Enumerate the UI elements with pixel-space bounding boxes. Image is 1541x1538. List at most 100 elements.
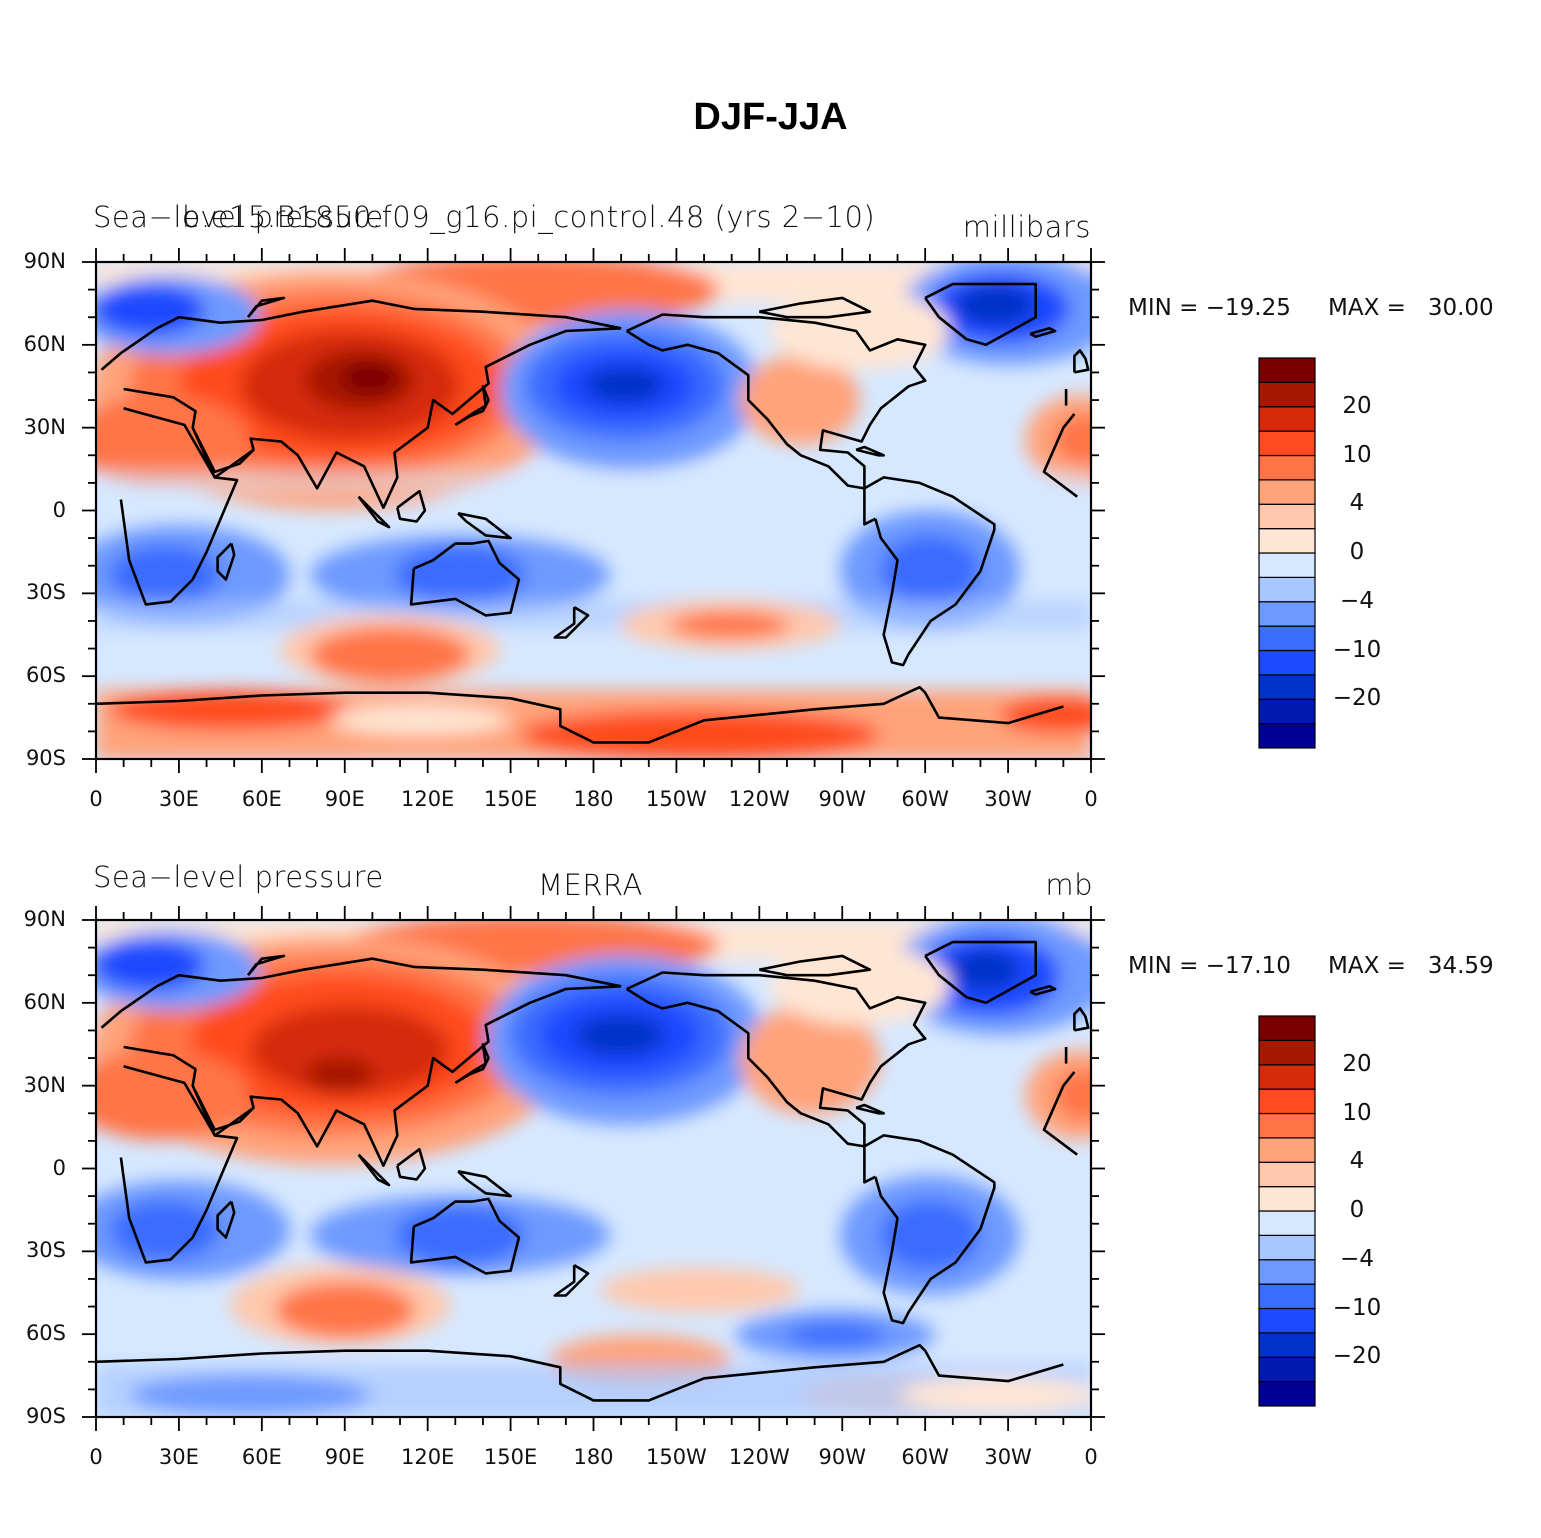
lon-tick-label: 60W [901, 1445, 949, 1469]
colorbar-swatch [1258, 1112, 1316, 1139]
coastline [95, 685, 1064, 744]
coastline [924, 282, 1037, 347]
lon-tick-label: 90W [818, 787, 867, 811]
coastline [1029, 984, 1057, 996]
coastline [396, 489, 427, 523]
lon-tick-label: 120W [728, 1445, 790, 1469]
lon-tick-label: 30E [158, 1445, 199, 1469]
merra-max-label: MAX = 34.59 [1328, 953, 1494, 979]
lon-tick-label: 90W [818, 1445, 867, 1469]
coastline [100, 957, 622, 1029]
coastline [924, 940, 1037, 1005]
lat-tick-label: 0 [52, 1155, 66, 1180]
coastline [855, 1103, 886, 1115]
lon-tick-label: 90E [324, 1445, 365, 1469]
colorbar-label: 20 [1342, 1050, 1372, 1077]
coastline [246, 954, 286, 977]
lon-tick-label: 0 [1084, 787, 1098, 811]
colorbar-swatch [1258, 1088, 1316, 1115]
colorbar-swatch [1258, 503, 1316, 530]
coastline [216, 542, 236, 581]
colorbar-swatch [1258, 1259, 1316, 1285]
merra-axes [82, 906, 1105, 1431]
model-axes [82, 248, 1105, 773]
coastline [1042, 413, 1078, 498]
lat-tick-label: 60N [23, 989, 66, 1014]
lat-tick-label: 60N [23, 331, 66, 356]
colorbar-label: −10 [1332, 636, 1382, 663]
coastline [409, 539, 521, 617]
lon-tick-label: 60E [241, 787, 282, 811]
coastline [194, 432, 255, 474]
coastline [100, 299, 622, 371]
colorbar-label: 0 [1349, 539, 1365, 565]
lon-tick-label: 120E [400, 1445, 455, 1469]
colorbar-swatch [1258, 1210, 1316, 1236]
coastline [626, 971, 927, 1148]
colorbar-swatch [1258, 1356, 1316, 1383]
coastline [123, 985, 622, 1167]
model-colorbar [1258, 357, 1316, 749]
colorbar-label: 20 [1342, 392, 1372, 419]
merra-pressure-field [96, 920, 1091, 1417]
lat-tick-label: 90S [25, 1404, 66, 1428]
coastline [553, 605, 590, 639]
coastline [1073, 349, 1090, 374]
colorbar-swatch [1258, 528, 1316, 554]
lat-tick-label: 30N [23, 1072, 66, 1097]
colorbar-swatch [1258, 406, 1316, 432]
colorbar-swatch [1258, 479, 1316, 505]
colorbar-swatch [1258, 357, 1316, 383]
colorbar-label: −10 [1332, 1294, 1382, 1321]
colorbar-swatch [1258, 1234, 1316, 1261]
lon-tick-label: 150W [645, 787, 707, 811]
coastline [454, 384, 490, 427]
colorbar-swatch [1258, 698, 1316, 725]
model-units: millibars [962, 210, 1091, 244]
lat-tick-label: 30N [23, 414, 66, 439]
coastline [457, 1170, 512, 1198]
colorbar-swatch [1258, 552, 1316, 578]
coastline [123, 327, 622, 510]
lon-tick-label: 180 [573, 1445, 614, 1469]
coastline [357, 495, 391, 529]
coastline [216, 1200, 236, 1239]
lat-tick-label: 30S [25, 1238, 66, 1263]
model-min-label: MIN = −19.25 [1128, 295, 1291, 321]
colorbar-swatch [1258, 454, 1316, 481]
coastline [457, 512, 512, 540]
coastline [553, 1263, 590, 1297]
lon-tick-label: 0 [89, 1445, 103, 1469]
coastline [1073, 1007, 1090, 1032]
model-coastlines [95, 282, 1090, 744]
merra-map [96, 920, 1091, 1417]
lon-tick-label: 30E [158, 787, 199, 811]
lon-tick-label: 180 [573, 787, 614, 811]
colorbar-label: 10 [1342, 1099, 1372, 1126]
lon-tick-label: 60W [901, 787, 949, 811]
colorbar-swatch [1258, 1039, 1316, 1066]
lat-tick-label: 60S [25, 663, 66, 688]
colorbar-label: −4 [1340, 1245, 1374, 1272]
colorbar-swatch [1258, 649, 1316, 676]
coastline [194, 1090, 255, 1132]
colorbar-swatch [1258, 1137, 1316, 1163]
coastline [759, 296, 872, 319]
model-map [96, 262, 1091, 759]
lon-tick-label: 120W [728, 787, 790, 811]
lat-tick-label: 0 [52, 497, 66, 522]
colorbar-label: 0 [1349, 1197, 1365, 1223]
colorbar-swatch [1258, 1381, 1316, 1407]
colorbar-swatch [1258, 601, 1316, 627]
lon-tick-label: 60E [241, 1445, 282, 1469]
merra-min-label: MIN = −17.10 [1128, 953, 1291, 979]
lon-tick-label: 30W [984, 1445, 1032, 1469]
merra-coastlines [95, 940, 1090, 1402]
coastline [863, 1134, 996, 1325]
colorbar-swatch [1258, 723, 1316, 749]
coastline [95, 1343, 1064, 1402]
lon-tick-label: 150W [645, 1445, 707, 1469]
lon-tick-label: 0 [89, 787, 103, 811]
coastline [863, 476, 996, 667]
colorbar-swatch [1258, 1283, 1316, 1310]
